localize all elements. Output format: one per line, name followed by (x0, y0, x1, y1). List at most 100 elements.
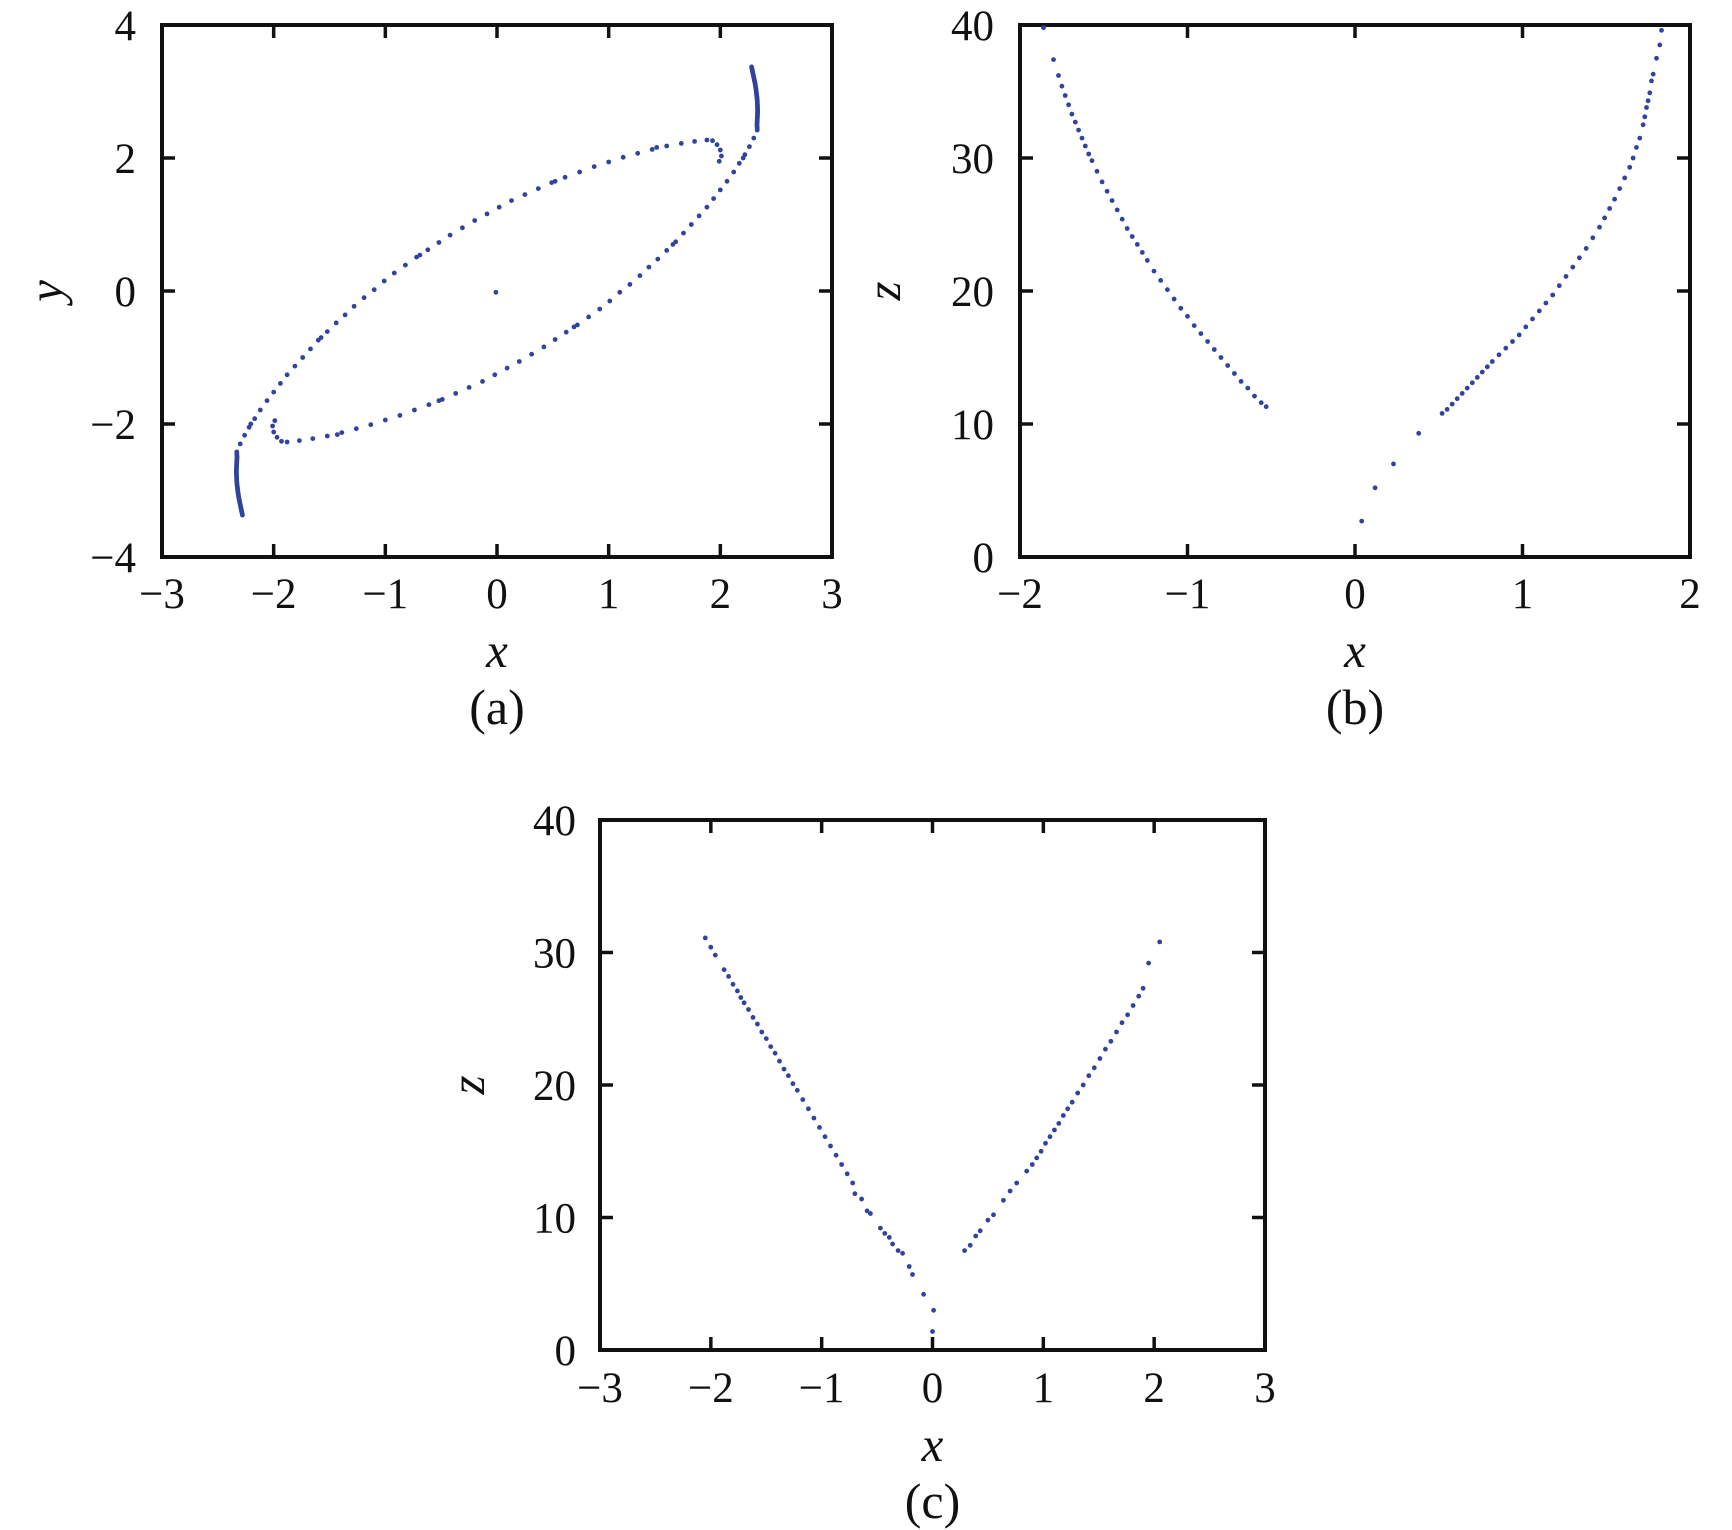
c-point (735, 988, 740, 994)
b-point (1630, 155, 1636, 161)
a-point (264, 398, 270, 404)
c-point (868, 1211, 873, 1216)
a-point (577, 169, 582, 175)
a-point (271, 429, 277, 435)
a-x-tick-label: −1 (362, 571, 408, 618)
b-x-tick-label: −1 (1165, 571, 1211, 618)
b-point (1134, 242, 1140, 247)
c-point (1029, 1162, 1035, 1167)
a-point (381, 278, 387, 284)
b-point (1185, 313, 1190, 319)
c-point (828, 1143, 833, 1149)
a-point (704, 204, 710, 210)
b-point (1238, 379, 1244, 384)
b-point (1597, 224, 1602, 230)
c-point (1146, 960, 1151, 966)
a-point (535, 186, 541, 192)
a-point (351, 303, 357, 309)
c-x-tick-label: 0 (922, 1365, 944, 1412)
c-point (806, 1106, 811, 1112)
a-point (284, 439, 290, 445)
c-point (844, 1171, 850, 1177)
c-point (800, 1097, 806, 1102)
b-y-tick-label: 30 (951, 136, 994, 183)
a-point (412, 407, 417, 413)
c-point (967, 1242, 973, 1248)
b-point (1570, 264, 1576, 270)
b-point (1449, 401, 1455, 407)
c-point (985, 1217, 991, 1223)
b-point (1503, 345, 1509, 351)
b-point (1165, 287, 1170, 293)
b-point (1144, 258, 1150, 263)
a-point (736, 160, 742, 166)
a-point (447, 232, 453, 238)
c-x-tick-label: 1 (1033, 1365, 1055, 1412)
a-point (333, 320, 339, 326)
b-point (1079, 135, 1085, 141)
c-point (1038, 1148, 1044, 1154)
plot-a-xy-scatter: −3 −2 −1 0 1 2 3 −4 −2 0 2 4 x y (a) (18, 3, 843, 735)
a-point (371, 287, 377, 293)
b-point (1657, 42, 1663, 48)
b-point (1523, 324, 1529, 330)
c-point (931, 1307, 936, 1313)
b-point (1089, 158, 1095, 164)
b-point (1171, 296, 1177, 302)
a-point (472, 218, 478, 223)
c-point (1080, 1082, 1086, 1088)
c-point (1060, 1113, 1066, 1118)
c-point (726, 974, 731, 979)
a-x-tick-label: 0 (486, 571, 508, 618)
a-point (279, 438, 284, 444)
c-point (1001, 1197, 1006, 1203)
a-point (297, 438, 302, 443)
b-point (1205, 339, 1210, 344)
a-point (480, 379, 485, 384)
b-point (1124, 226, 1130, 231)
a-point (719, 153, 724, 159)
a-point (617, 289, 623, 295)
c-point (850, 1180, 856, 1186)
b-point (1069, 111, 1075, 117)
a-point (724, 178, 730, 184)
c-point (1075, 1090, 1081, 1096)
a-x-tick-label: −3 (139, 571, 185, 618)
b-x-tick-label: 1 (1512, 571, 1534, 618)
a-point (591, 164, 597, 170)
c-point (890, 1241, 895, 1247)
a-point (318, 335, 324, 340)
a-point (310, 436, 316, 441)
c-point (1056, 1121, 1062, 1126)
a-point (334, 432, 340, 437)
c-point (768, 1044, 774, 1049)
b-point (1650, 71, 1656, 77)
b-x-tick-label: 0 (1344, 571, 1366, 618)
b-point (1536, 308, 1542, 314)
b-point (1659, 27, 1664, 33)
a-point (541, 344, 547, 350)
c-point (962, 1248, 967, 1253)
b-point (1622, 175, 1628, 181)
a-point (274, 434, 280, 440)
b-point (1640, 122, 1646, 128)
b-point (1654, 55, 1659, 61)
c-point (738, 995, 744, 1000)
a-point (716, 158, 722, 164)
a-point (403, 262, 408, 268)
b-point (1642, 114, 1648, 120)
a-point (300, 355, 306, 360)
a-point (670, 242, 676, 247)
c-point (900, 1250, 905, 1256)
b-point (1158, 278, 1164, 283)
a-point (563, 329, 569, 335)
a-point (436, 398, 442, 404)
a-point (655, 256, 661, 262)
a-point (308, 346, 313, 352)
c-point (1108, 1038, 1114, 1044)
c-point (921, 1291, 926, 1297)
b-point (1649, 78, 1654, 84)
a-point (234, 449, 240, 455)
c-point (811, 1115, 817, 1121)
